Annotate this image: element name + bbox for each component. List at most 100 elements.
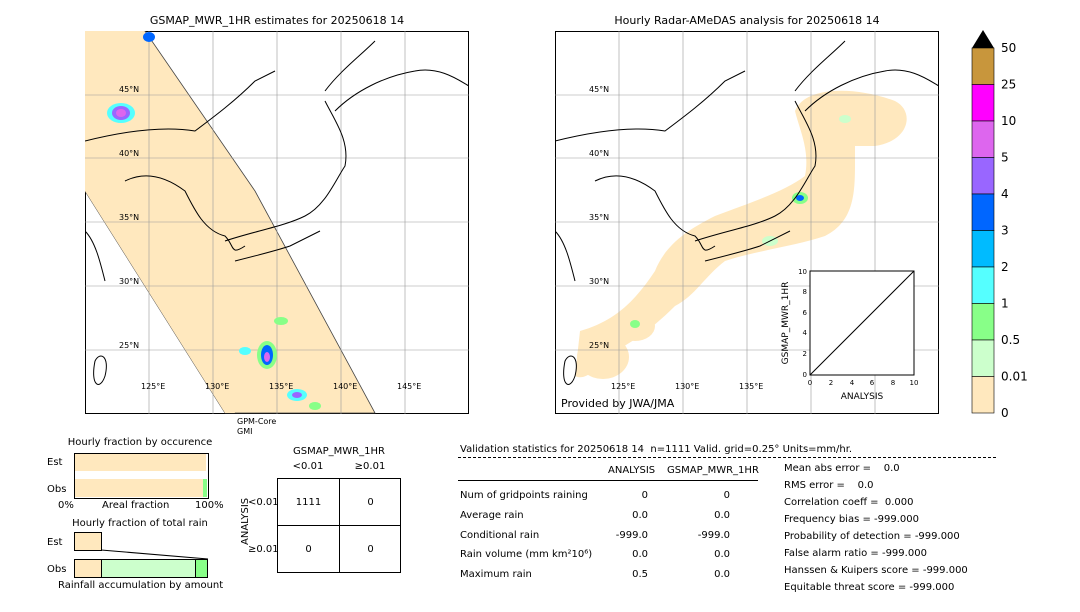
left-lat-40: 40°N [119,149,139,158]
stat-row-0-b: 0 [723,490,730,501]
left-lon-145: 145°E [397,382,421,391]
right-lon-135: 135°E [739,382,763,391]
colorbar-label: 25 [1001,78,1016,92]
scatter-ylabel: GSMAP_MWR_1HR [781,282,791,365]
left-lon-135: 135°E [269,382,293,391]
contingency-grid: 1111 0 0 0 [277,478,401,573]
score-1: RMS error = 0.0 [784,480,874,491]
scatter-ytick-6: 6 [803,309,808,317]
colorbar-segment [971,303,995,341]
score-4: Probability of detection = -999.000 [784,531,960,542]
colorbar-label: 3 [1001,224,1009,238]
right-lat-35: 35°N [589,213,609,222]
left-lon-130: 130°E [205,382,229,391]
colorbar-label: 1 [1001,297,1009,311]
contingency-row-lt: <0.01 [248,497,279,508]
left-map: 45°N 40°N 35°N 30°N 25°N 125°E 130°E 135… [85,31,469,414]
contingency-row-axis: ANALYSIS [240,497,251,545]
score-6: Hanssen & Kuipers score = -999.000 [784,565,968,576]
scatter-inset: 0 2 4 6 8 10 0 2 4 6 8 10 ANALYSIS GSMAP… [781,268,918,402]
scatter-xtick-10: 10 [910,379,919,387]
left-lat-25: 25°N [119,341,139,350]
colorbar-label: 0.5 [1001,333,1020,347]
scatter-xtick-2: 2 [829,379,833,387]
scatter-xlabel: ANALYSIS [841,392,884,402]
colorbar-label: 50 [1001,41,1016,55]
colorbar-label: 5 [1001,151,1009,165]
left-lat-45: 45°N [119,85,139,94]
validation-dash [458,457,996,458]
frac-tot-obs-label: Obs [47,564,67,575]
colorbar-segment [971,84,995,122]
colorbar-segment [971,120,995,158]
contingency-cell-11: 0 [367,544,374,555]
validation-header: Validation statistics for 20250618 14 n=… [460,444,853,455]
colorbar-segment [971,376,995,414]
colorbar-label: 10 [1001,114,1016,128]
stat-row-2-b: -999.0 [697,530,730,541]
frac-tot-title: Hourly fraction of total rain [72,518,208,529]
right-lat-45: 45°N [589,85,609,94]
colorbar-label: 0.01 [1001,370,1028,384]
colorbar-segment [971,157,995,195]
frac-occ-axis-left: 0% [58,500,74,511]
colorbar-label: 2 [1001,260,1009,274]
scatter-xtick-0: 0 [808,379,812,387]
frac-occ-box [74,453,209,499]
right-map: 45°N 40°N 35°N 30°N 25°N 125°E 130°E 135… [555,31,939,414]
stat-row-2-label: Conditional rain [460,530,540,541]
colorbar-segment [971,339,995,377]
score-7: Equitable threat score = -999.000 [784,582,955,593]
score-2: Correlation coeff = 0.000 [784,497,914,508]
stat-row-2-a: -999.0 [615,530,648,541]
colorbar-segment [971,230,995,268]
frac-occ-title: Hourly fraction by occurence [67,437,213,448]
score-0: Mean abs error = 0.0 [784,463,900,474]
frac-occ-obs-bar [75,479,203,497]
stat-row-4-label: Maximum rain [460,569,532,580]
provider-label: Provided by JWA/JMA [561,397,675,410]
frac-occ-est-label: Est [47,457,63,468]
frac-occ-obs-label: Obs [47,484,67,495]
right-lat-40: 40°N [589,149,609,158]
scatter-ytick-10: 10 [798,268,807,276]
stat-row-3-b: 0.0 [714,549,730,560]
colorbar-label: 4 [1001,187,1009,201]
frac-occ-axis-mid: Areal fraction [102,500,170,511]
validation-col-gsmap: GSMAP_MWR_1HR [667,465,759,476]
right-map-title: Hourly Radar-AMeDAS analysis for 2025061… [614,14,880,27]
stat-row-1-b: 0.0 [714,510,730,521]
left-lon-125: 125°E [141,382,165,391]
contingency-cell-10: 0 [305,544,312,555]
frac-tot-box [74,532,209,578]
validation-col-analysis: ANALYSIS [608,465,656,476]
stat-row-4-b: 0.0 [714,569,730,580]
right-lat-30: 30°N [589,277,609,286]
stat-row-3-a: 0.0 [632,549,648,560]
frac-occ-obs-green [203,479,207,497]
left-lat-30: 30°N [119,277,139,286]
frac-occ-axis-right: 100% [195,500,224,511]
scatter-ytick-0: 0 [803,371,807,379]
colorbar-segment [971,266,995,304]
colorbar-label: 0 [1001,406,1009,418]
right-lon-130: 130°E [675,382,699,391]
colorbar-segment [971,193,995,231]
scatter-xtick-8: 8 [891,379,895,387]
stat-row-0-a: 0 [641,490,648,501]
stat-row-0-label: Num of gridpoints raining [460,490,588,501]
right-lat-25: 25°N [589,341,609,350]
contingency-cell-01: 0 [367,497,374,508]
sensor-sub: GMI [237,427,253,436]
scatter-xtick-4: 4 [850,379,855,387]
scatter-ytick-2: 2 [803,350,807,358]
right-lon-125: 125°E [611,382,635,391]
contingency-col-ge: ≥0.01 [354,461,386,472]
scatter-xtick-6: 6 [870,379,875,387]
left-lat-35: 35°N [119,213,139,222]
sensor-label: GPM-Core [237,417,277,426]
contingency-title: GSMAP_MWR_1HR [293,446,385,457]
score-5: False alarm ratio = -999.000 [784,548,927,559]
stat-row-1-a: 0.0 [632,510,648,521]
left-lon-140: 140°E [333,382,357,391]
